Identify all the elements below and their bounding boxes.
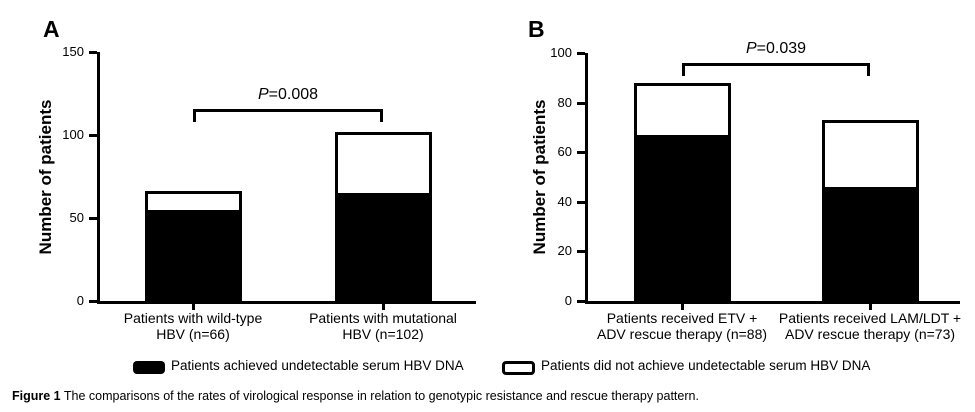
category-tick (869, 304, 872, 310)
category-label-line: HBV (n=102) (342, 326, 424, 342)
p-symbol: P (745, 40, 757, 57)
stacked-bar (335, 132, 432, 301)
panel-b-letter: B (528, 16, 545, 42)
stacked-bar (822, 120, 919, 301)
y-tick-label: 50 (69, 210, 84, 225)
category-label-line: Patients with mutational (309, 310, 457, 326)
stacked-bar (634, 83, 731, 301)
y-tick (89, 217, 97, 220)
category-label-line: Patients received ETV + (606, 310, 758, 326)
y-tick-label: 0 (564, 293, 572, 308)
panel-a-p-value-label: P=0.008 (218, 86, 358, 104)
legend-achieved-label: Patients achieved undetectable serum HBV… (171, 358, 464, 373)
y-tick (577, 151, 585, 155)
category-tick (681, 304, 684, 310)
y-tick (89, 300, 97, 303)
achieved-segment (637, 135, 728, 298)
achieved-segment (825, 187, 916, 298)
y-tick (577, 200, 585, 204)
category-label: Patients with wild-type HBV (n=66) (73, 310, 313, 342)
stacked-bar (145, 191, 242, 301)
y-tick (577, 52, 585, 55)
panel-b-p-value-label: P=0.039 (706, 40, 846, 58)
x-axis (585, 301, 960, 304)
p-symbol: P (257, 86, 269, 103)
y-axis (585, 53, 588, 304)
figure-caption-text: The comparisons of the rates of virologi… (63, 389, 699, 403)
category-label-line: Patients with wild-type (123, 310, 263, 326)
achieved-segment (148, 210, 239, 298)
panel-b: B Number of patients P=0.039 0 20 40 60 80 10… (490, 0, 975, 352)
category-label-line: HBV (n=66) (156, 326, 230, 342)
figure-caption-number: Figure 1 (12, 389, 61, 403)
y-tick-label: 60 (557, 144, 572, 160)
significance-bracket (682, 63, 870, 76)
legend-not-achieved-swatch (502, 361, 535, 375)
y-tick-label: 100 (62, 127, 84, 142)
category-label-line: ADV rescue therapy (n=88) (596, 326, 768, 342)
y-tick (577, 250, 585, 254)
category-tick (192, 304, 195, 310)
category-label: Patients received LAM/LDT + ADV rescue th… (730, 310, 975, 342)
y-tick-label: 150 (62, 44, 84, 59)
significance-bracket (193, 109, 383, 122)
panel-a-y-axis-title: Number of patients (36, 99, 55, 255)
category-label-line: ADV rescue therapy (n=73) (784, 326, 956, 342)
y-tick-label: 100 (550, 45, 572, 60)
legend: Patients achieved undetectable serum HBV… (0, 354, 975, 380)
panel-b-y-axis-title: Number of patients (530, 99, 549, 255)
category-tick (382, 304, 385, 310)
y-tick-label: 20 (557, 243, 572, 259)
panel-a: A Number of patients P=0.008 0 50 100 150 Pa… (0, 0, 490, 352)
legend-not-achieved-label: Patients did not achieve undetectable se… (541, 358, 871, 373)
y-tick-label: 80 (557, 94, 572, 110)
figure-caption: Figure 1 The comparisons of the rates of… (12, 388, 962, 404)
y-axis (97, 52, 100, 304)
category-label-line: Patients received LAM/LDT + (778, 310, 962, 326)
y-tick-label: 0 (76, 293, 84, 308)
category-label: Patients received ETV + ADV rescue therap… (542, 310, 822, 342)
x-axis (97, 301, 476, 304)
panel-a-letter: A (43, 16, 60, 42)
y-tick (577, 300, 585, 303)
category-label: Patients with mutational HBV (n=102) (263, 310, 503, 342)
p-value: =0.039 (756, 40, 807, 57)
y-tick-label: 40 (557, 193, 572, 209)
y-tick (89, 51, 97, 54)
y-tick (89, 134, 97, 137)
p-value: =0.008 (268, 86, 319, 103)
achieved-segment (338, 193, 429, 298)
legend-achieved-swatch (133, 361, 165, 374)
y-tick (577, 101, 585, 105)
